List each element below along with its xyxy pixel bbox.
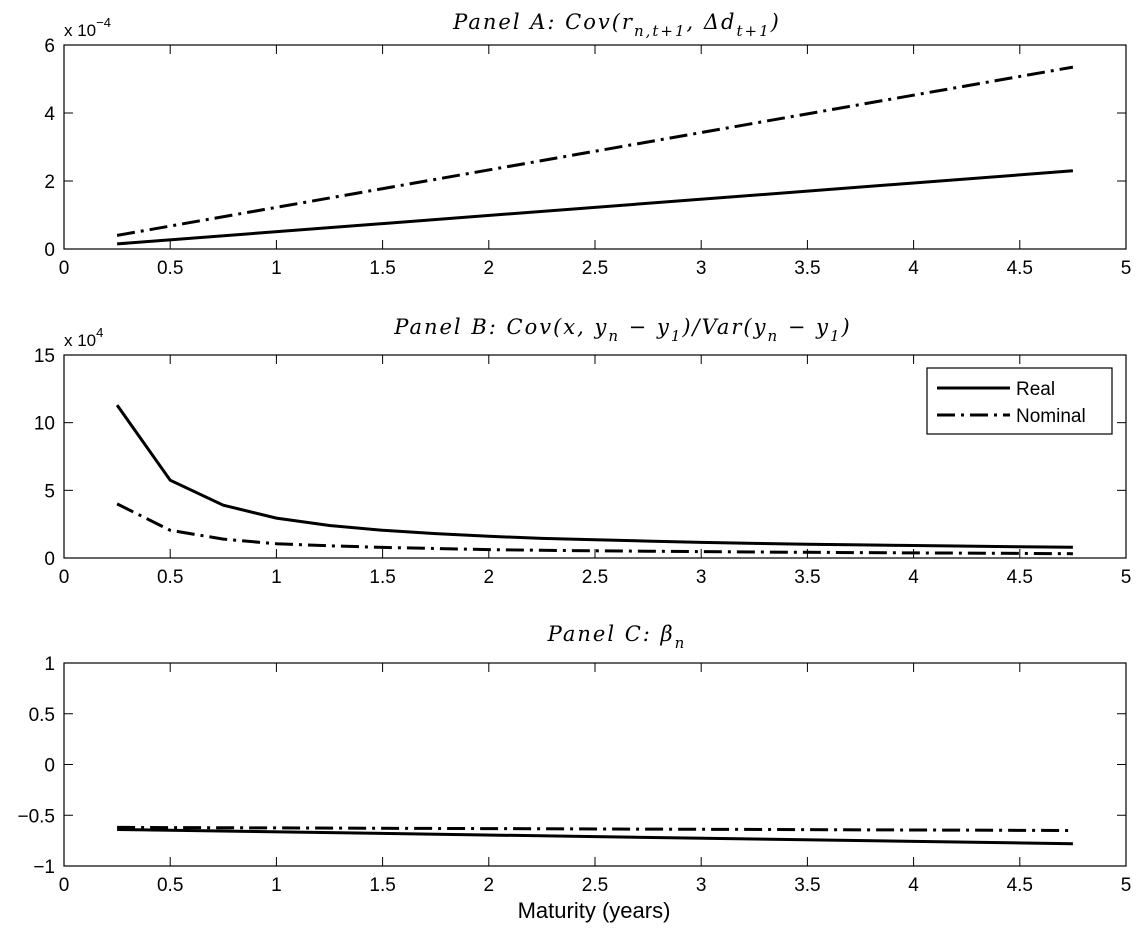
panel-b-xtick-label: 4 bbox=[908, 567, 919, 588]
panel-b-title: Panel B: Cov(x, yn − y1)/Var(yn − y1) bbox=[393, 315, 851, 345]
panel-b-multiplier: x 104 bbox=[64, 325, 103, 350]
panel-b-xtick-label: 1 bbox=[271, 567, 282, 588]
panel-a-series-nominal bbox=[116, 65, 1074, 237]
panel-a-xtick-label: 0 bbox=[59, 258, 70, 279]
panel-b-series-real bbox=[115, 404, 1073, 549]
panel-c-ytick-label: 1 bbox=[44, 654, 55, 675]
panel-a-ytick-label: 4 bbox=[44, 104, 55, 125]
panel-a-xtick-label: 1 bbox=[271, 258, 282, 279]
panel-c-xtick-label: 1.5 bbox=[369, 875, 395, 896]
panel-a-xtick-label: 1.5 bbox=[369, 258, 395, 279]
panel-b: Panel B: Cov(x, yn − y1)/Var(yn − y1) x … bbox=[34, 315, 1131, 588]
panel-c-xtick-label: 3 bbox=[696, 875, 707, 896]
panel-a-ytick-label: 2 bbox=[44, 172, 55, 193]
x-axis-label: Maturity (years) bbox=[518, 898, 671, 923]
panel-a-xtick-label: 2 bbox=[484, 258, 495, 279]
panel-b-xtick-label: 0.5 bbox=[157, 567, 183, 588]
panel-b-xtick-label: 1.5 bbox=[369, 567, 395, 588]
panel-b-xtick-label: 3.5 bbox=[794, 567, 820, 588]
legend-nominal-label: Nominal bbox=[1016, 406, 1086, 427]
panel-b-xtick-label: 2.5 bbox=[582, 567, 608, 588]
panel-c-title: Panel C: βn bbox=[547, 622, 687, 652]
panel-a-xtick-label: 5 bbox=[1121, 258, 1132, 279]
panel-b-xtick-label: 3 bbox=[696, 567, 707, 588]
panel-b-ytick-label: 5 bbox=[44, 481, 55, 502]
panel-b-ytick-label: 0 bbox=[44, 549, 55, 570]
panel-a-xtick-label: 4.5 bbox=[1007, 258, 1033, 279]
panel-a-axes bbox=[63, 44, 1127, 250]
panel-a-ytick-label: 6 bbox=[44, 36, 55, 57]
panel-b-xtick-label: 4.5 bbox=[1007, 567, 1033, 588]
panel-a-xtick-label: 2.5 bbox=[582, 258, 608, 279]
panel-c-ytick-label: −1 bbox=[33, 857, 55, 878]
panel-b-xtick-label: 2 bbox=[484, 567, 495, 588]
panel-c: Panel C: βn 0 0.5 1 1.5 2 2.5 3 3.5 4 4.5 5 −1 −0.5 0… bbox=[17, 622, 1131, 896]
panel-a-multiplier: x 10−4 bbox=[64, 15, 111, 40]
panel-c-xtick-label: 4 bbox=[908, 875, 919, 896]
panel-c-ytick-label: −0.5 bbox=[17, 806, 55, 827]
panel-c-xtick-label: 1 bbox=[271, 875, 282, 896]
panel-c-xtick-label: 2 bbox=[484, 875, 495, 896]
panel-a-title: Panel A: Cov(rn,t+1, Δdt+1) bbox=[452, 10, 781, 40]
panel-b-xtick-label: 0 bbox=[59, 567, 70, 588]
panel-a-xtick-label: 3.5 bbox=[794, 258, 820, 279]
panel-a-xtick-label: 4 bbox=[908, 258, 919, 279]
panel-c-xtick-label: 4.5 bbox=[1007, 875, 1033, 896]
panel-c-ytick-label: 0 bbox=[44, 756, 55, 777]
panel-c-xtick-label: 5 bbox=[1121, 875, 1132, 896]
panel-c-series-nominal bbox=[117, 825, 1073, 832]
panel-a-series-real bbox=[116, 169, 1074, 246]
panel-c-xtick-label: 2.5 bbox=[582, 875, 608, 896]
panel-c-series-real bbox=[117, 828, 1073, 846]
legend-real-label: Real bbox=[1016, 379, 1055, 400]
legend: Real Nominal bbox=[926, 367, 1113, 435]
panel-a-xtick-label: 3 bbox=[696, 258, 707, 279]
panel-b-xtick-label: 5 bbox=[1121, 567, 1132, 588]
panel-c-xtick-label: 0.5 bbox=[157, 875, 183, 896]
panel-a: Panel A: Cov(rn,t+1, Δdt+1) x 10−4 0 0.5 1… bbox=[44, 10, 1131, 279]
panel-c-xtick-label: 0 bbox=[59, 875, 70, 896]
panel-a-xtick-label: 0.5 bbox=[157, 258, 183, 279]
legend-box bbox=[926, 367, 1113, 435]
panel-c-xtick-label: 3.5 bbox=[794, 875, 820, 896]
panel-b-ytick-label: 10 bbox=[34, 414, 55, 435]
panel-a-ytick-label: 0 bbox=[44, 240, 55, 261]
panel-c-ytick-label: 0.5 bbox=[29, 705, 55, 726]
panel-b-ytick-label: 15 bbox=[34, 346, 55, 367]
